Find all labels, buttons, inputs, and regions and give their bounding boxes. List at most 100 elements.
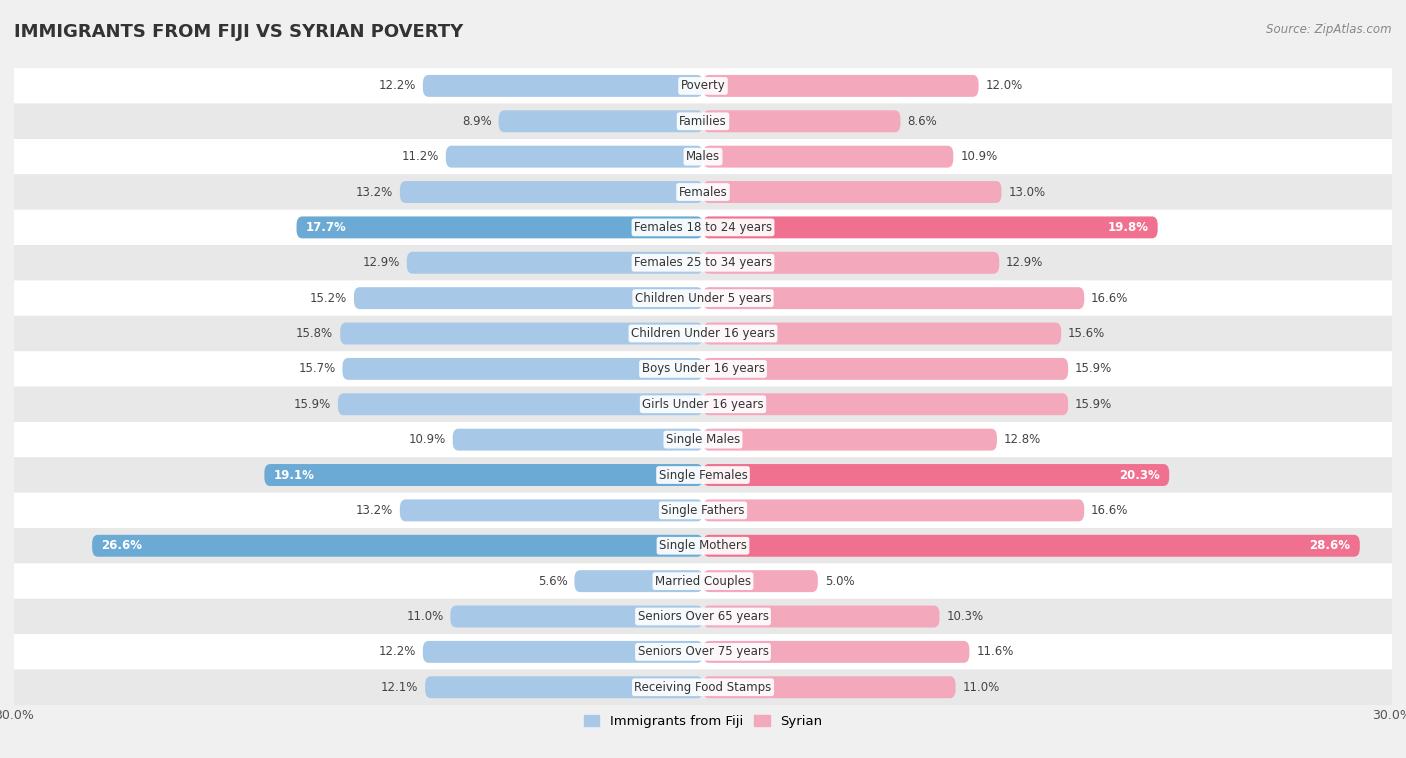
Text: 11.0%: 11.0% [963, 681, 1000, 694]
FancyBboxPatch shape [703, 75, 979, 97]
Text: 19.1%: 19.1% [274, 468, 315, 481]
Text: 15.2%: 15.2% [309, 292, 347, 305]
Text: 17.7%: 17.7% [305, 221, 346, 234]
Text: 8.9%: 8.9% [463, 114, 492, 128]
Text: 16.6%: 16.6% [1091, 504, 1129, 517]
FancyBboxPatch shape [3, 669, 1403, 705]
FancyBboxPatch shape [93, 535, 703, 556]
FancyBboxPatch shape [3, 68, 1403, 104]
FancyBboxPatch shape [3, 387, 1403, 422]
FancyBboxPatch shape [3, 599, 1403, 634]
FancyBboxPatch shape [703, 429, 997, 450]
Text: Single Females: Single Females [658, 468, 748, 481]
Text: Seniors Over 75 years: Seniors Over 75 years [637, 645, 769, 659]
FancyBboxPatch shape [703, 146, 953, 168]
FancyBboxPatch shape [399, 500, 703, 522]
Text: 12.9%: 12.9% [363, 256, 399, 269]
Text: Single Fathers: Single Fathers [661, 504, 745, 517]
FancyBboxPatch shape [3, 104, 1403, 139]
Text: 19.8%: 19.8% [1108, 221, 1149, 234]
FancyBboxPatch shape [3, 493, 1403, 528]
Text: 13.0%: 13.0% [1008, 186, 1046, 199]
Text: Single Males: Single Males [666, 433, 740, 446]
FancyBboxPatch shape [343, 358, 703, 380]
FancyBboxPatch shape [3, 528, 1403, 563]
FancyBboxPatch shape [264, 464, 703, 486]
Text: Poverty: Poverty [681, 80, 725, 92]
FancyBboxPatch shape [340, 323, 703, 344]
FancyBboxPatch shape [423, 75, 703, 97]
FancyBboxPatch shape [703, 606, 939, 628]
Text: Females 18 to 24 years: Females 18 to 24 years [634, 221, 772, 234]
FancyBboxPatch shape [499, 111, 703, 132]
FancyBboxPatch shape [3, 316, 1403, 351]
FancyBboxPatch shape [703, 252, 1000, 274]
Text: 12.1%: 12.1% [381, 681, 418, 694]
FancyBboxPatch shape [450, 606, 703, 628]
FancyBboxPatch shape [3, 245, 1403, 280]
Text: 10.9%: 10.9% [409, 433, 446, 446]
Text: Children Under 16 years: Children Under 16 years [631, 327, 775, 340]
FancyBboxPatch shape [703, 111, 900, 132]
Text: 5.6%: 5.6% [537, 575, 568, 587]
Text: Receiving Food Stamps: Receiving Food Stamps [634, 681, 772, 694]
FancyBboxPatch shape [399, 181, 703, 203]
Text: 15.9%: 15.9% [1076, 398, 1112, 411]
FancyBboxPatch shape [3, 563, 1403, 599]
Text: 26.6%: 26.6% [101, 539, 142, 553]
Text: Seniors Over 65 years: Seniors Over 65 years [637, 610, 769, 623]
Text: Source: ZipAtlas.com: Source: ZipAtlas.com [1267, 23, 1392, 36]
Text: 16.6%: 16.6% [1091, 292, 1129, 305]
Text: Boys Under 16 years: Boys Under 16 years [641, 362, 765, 375]
FancyBboxPatch shape [406, 252, 703, 274]
FancyBboxPatch shape [3, 634, 1403, 669]
FancyBboxPatch shape [703, 358, 1069, 380]
FancyBboxPatch shape [3, 139, 1403, 174]
Text: 15.7%: 15.7% [298, 362, 336, 375]
Text: 11.2%: 11.2% [402, 150, 439, 163]
FancyBboxPatch shape [703, 535, 1360, 556]
Text: 10.3%: 10.3% [946, 610, 984, 623]
Text: 15.8%: 15.8% [297, 327, 333, 340]
FancyBboxPatch shape [3, 422, 1403, 457]
FancyBboxPatch shape [703, 641, 969, 662]
FancyBboxPatch shape [3, 174, 1403, 210]
Text: Children Under 5 years: Children Under 5 years [634, 292, 772, 305]
Text: Single Mothers: Single Mothers [659, 539, 747, 553]
Text: 12.8%: 12.8% [1004, 433, 1040, 446]
Text: 5.0%: 5.0% [825, 575, 855, 587]
Text: Married Couples: Married Couples [655, 575, 751, 587]
FancyBboxPatch shape [354, 287, 703, 309]
Text: 15.6%: 15.6% [1069, 327, 1105, 340]
FancyBboxPatch shape [3, 210, 1403, 245]
FancyBboxPatch shape [703, 181, 1001, 203]
Text: 8.6%: 8.6% [907, 114, 938, 128]
FancyBboxPatch shape [703, 323, 1062, 344]
FancyBboxPatch shape [453, 429, 703, 450]
Text: 15.9%: 15.9% [1076, 362, 1112, 375]
FancyBboxPatch shape [703, 287, 1084, 309]
FancyBboxPatch shape [423, 641, 703, 662]
Text: 12.9%: 12.9% [1007, 256, 1043, 269]
FancyBboxPatch shape [703, 570, 818, 592]
FancyBboxPatch shape [703, 464, 1170, 486]
Text: Families: Families [679, 114, 727, 128]
Text: 15.9%: 15.9% [294, 398, 330, 411]
Text: 10.9%: 10.9% [960, 150, 997, 163]
FancyBboxPatch shape [297, 217, 703, 238]
Text: 11.0%: 11.0% [406, 610, 443, 623]
FancyBboxPatch shape [3, 457, 1403, 493]
Text: 12.0%: 12.0% [986, 80, 1022, 92]
FancyBboxPatch shape [703, 393, 1069, 415]
FancyBboxPatch shape [425, 676, 703, 698]
Text: Females 25 to 34 years: Females 25 to 34 years [634, 256, 772, 269]
FancyBboxPatch shape [703, 676, 956, 698]
Text: 20.3%: 20.3% [1119, 468, 1160, 481]
Legend: Immigrants from Fiji, Syrian: Immigrants from Fiji, Syrian [578, 709, 828, 733]
FancyBboxPatch shape [3, 351, 1403, 387]
FancyBboxPatch shape [703, 217, 1157, 238]
Text: 12.2%: 12.2% [378, 645, 416, 659]
Text: 11.6%: 11.6% [976, 645, 1014, 659]
Text: 12.2%: 12.2% [378, 80, 416, 92]
FancyBboxPatch shape [3, 280, 1403, 316]
